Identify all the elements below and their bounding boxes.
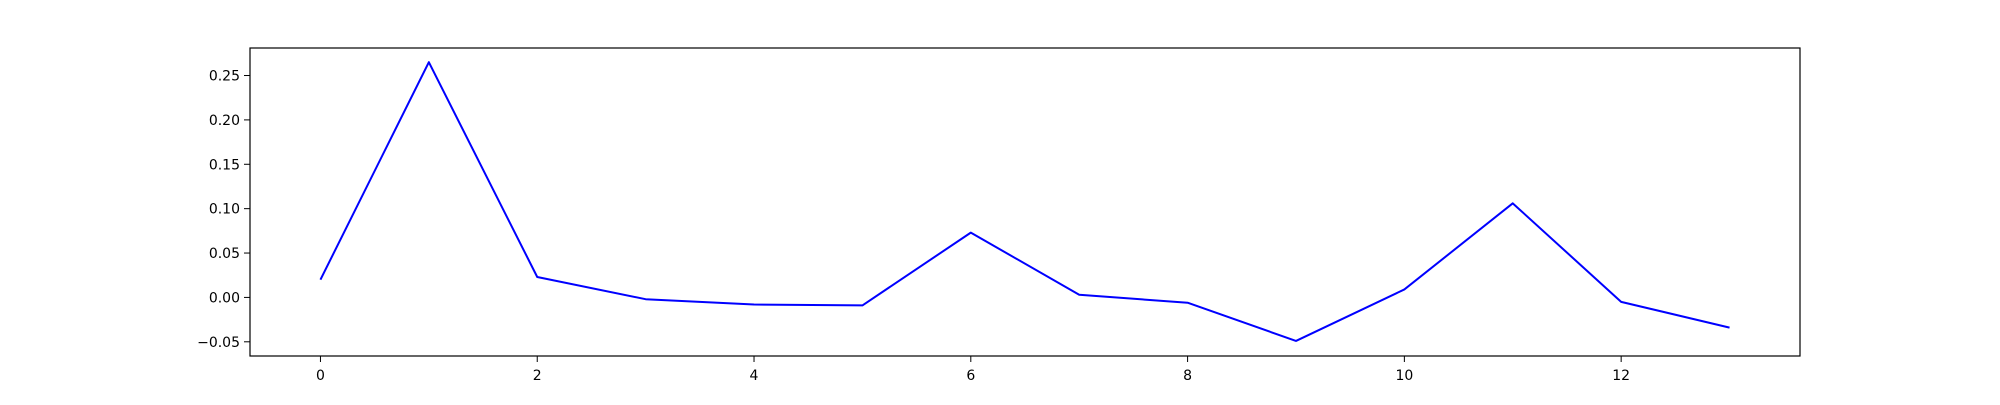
y-tick-label: 0.05 xyxy=(209,246,240,262)
series-layer xyxy=(320,62,1729,341)
y-tick-label: 0.10 xyxy=(209,202,240,218)
y-tick-label: 0.00 xyxy=(209,290,240,306)
plot-area-frame xyxy=(250,48,1800,356)
x-tick-label: 4 xyxy=(750,368,759,384)
series-line-0 xyxy=(320,62,1729,341)
x-tick-label: 2 xyxy=(533,368,542,384)
y-tick-label: 0.20 xyxy=(209,113,240,129)
y-tick-label: 0.15 xyxy=(209,157,240,173)
x-tick-label: 10 xyxy=(1395,368,1413,384)
x-axis: 0 2 4 6 8 10 12 xyxy=(316,356,1630,384)
y-tick-label: −0.05 xyxy=(197,335,240,351)
x-tick-label: 12 xyxy=(1612,368,1630,384)
x-tick-label: 6 xyxy=(966,368,975,384)
x-tick-label: 0 xyxy=(316,368,325,384)
x-tick-label: 8 xyxy=(1183,368,1192,384)
y-tick-label: 0.25 xyxy=(209,69,240,85)
y-axis: −0.05 0.00 0.05 0.10 0.15 0.20 0.25 xyxy=(197,69,250,351)
